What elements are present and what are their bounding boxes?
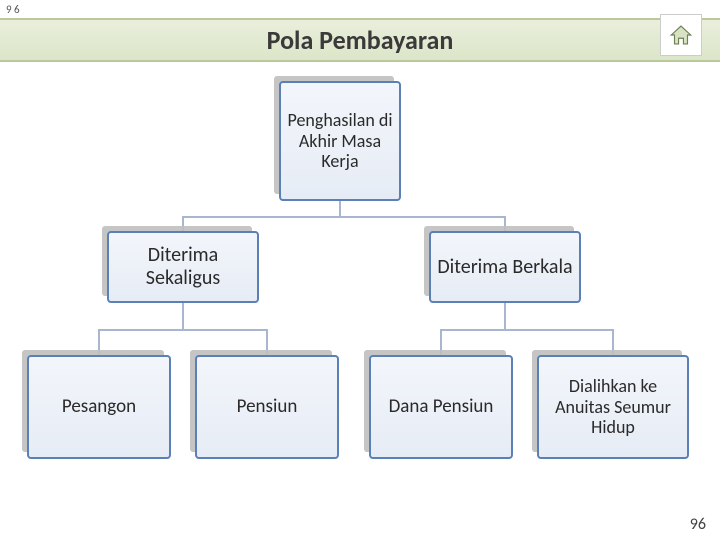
- node-label-anu: Dialihkan ke Anuitas Seumur Hidup: [542, 358, 684, 456]
- connector: [183, 302, 267, 356]
- connector: [99, 302, 183, 356]
- home-icon: [668, 22, 694, 48]
- page-number-bottom: 96: [690, 515, 706, 534]
- node-label-pes: Pesangon: [32, 358, 166, 456]
- node-label-root: Penghasilan di Akhir Masa Kerja: [284, 84, 396, 198]
- footer-strip: [0, 526, 720, 540]
- node-label-ds: Diterima Sekaligus: [112, 234, 254, 300]
- page-number-top: 9 6: [6, 4, 20, 16]
- connector: [505, 302, 613, 356]
- connector: [441, 302, 505, 356]
- page-title: Pola Pembayaran: [267, 24, 454, 56]
- node-label-dp: Dana Pensiun: [374, 358, 508, 456]
- org-chart: Penghasilan di Akhir Masa Kerja Diterima …: [0, 72, 720, 502]
- home-button[interactable]: [660, 14, 702, 56]
- title-bar: Pola Pembayaran: [0, 18, 720, 62]
- node-label-pen: Pensiun: [200, 358, 334, 456]
- node-label-db: Diterima Berkala: [434, 234, 576, 300]
